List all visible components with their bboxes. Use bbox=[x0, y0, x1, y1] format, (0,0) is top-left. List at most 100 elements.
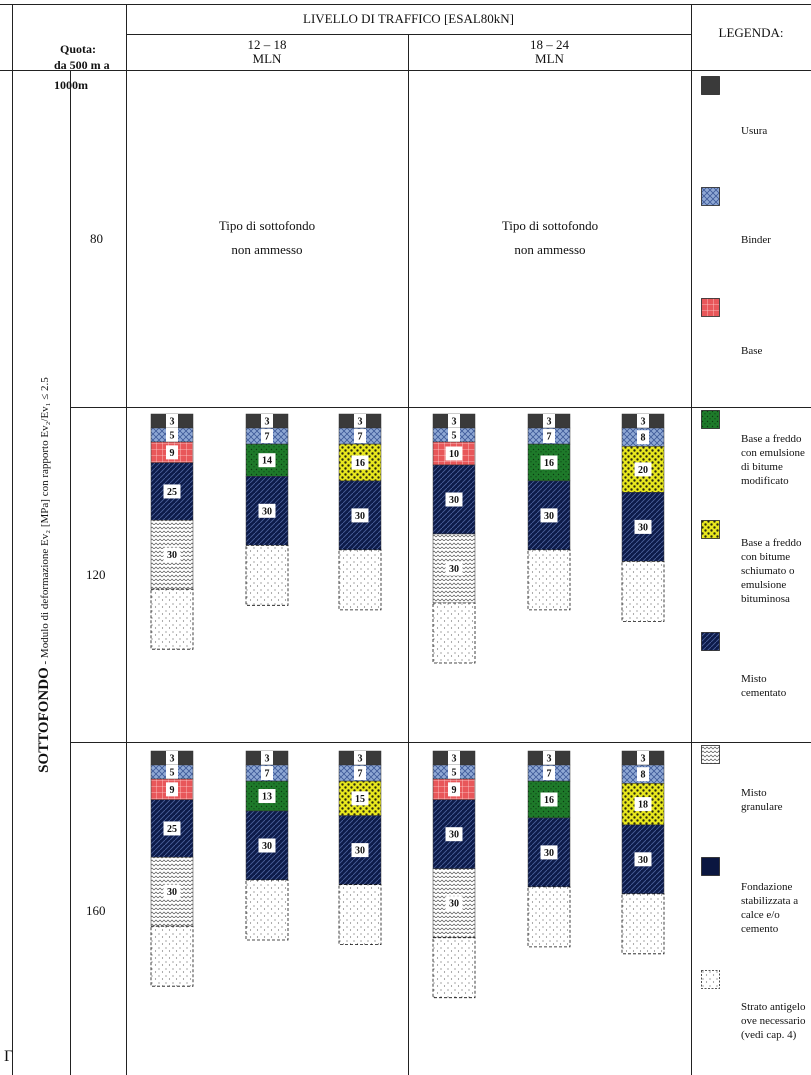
layer-base: 9 bbox=[150, 441, 194, 463]
layer-misto-cementato: 30 bbox=[621, 824, 665, 895]
layer-antigelo bbox=[338, 549, 382, 611]
layer-antigelo bbox=[150, 925, 194, 987]
traffic-range-value: 18 – 24 bbox=[530, 37, 569, 52]
layer-misto-cementato: 30 bbox=[245, 810, 289, 881]
layer-binder: 8 bbox=[621, 764, 665, 784]
layer-binder: 5 bbox=[150, 427, 194, 443]
layer-thickness-label: 3 bbox=[358, 754, 363, 765]
layer-misto-cementato: 30 bbox=[245, 476, 289, 546]
legend-swatch-fill bbox=[701, 632, 720, 651]
layer-label-background bbox=[354, 751, 366, 765]
layer-label-background bbox=[163, 484, 181, 499]
layer-label-background bbox=[634, 462, 652, 477]
layer-label-background bbox=[261, 429, 273, 444]
layer-usura: 3 bbox=[245, 750, 289, 766]
layer-label-background bbox=[634, 797, 652, 812]
table-top-border bbox=[0, 4, 811, 5]
legend-swatch-fill bbox=[701, 76, 720, 95]
traffic-column-divider bbox=[408, 34, 409, 1075]
layer-thickness-label: 30 bbox=[544, 511, 554, 522]
layer-label-background bbox=[163, 821, 181, 836]
layer-thickness-label: 3 bbox=[170, 754, 175, 765]
layer-thickness-label: 16 bbox=[544, 458, 554, 469]
layer-label-background bbox=[637, 430, 649, 445]
legend-fondazione-swatch bbox=[701, 857, 720, 876]
layer-label-background bbox=[258, 789, 276, 804]
layer-usura: 3 bbox=[527, 750, 571, 766]
layer-label-background bbox=[634, 519, 652, 534]
layer-label-background bbox=[543, 766, 555, 781]
layer-base-freddo-emulsione: 13 bbox=[245, 780, 289, 812]
layer-binder: 7 bbox=[245, 427, 289, 445]
layer-base: 9 bbox=[150, 778, 194, 800]
layer-label-background bbox=[540, 455, 558, 470]
layer-binder: 8 bbox=[621, 427, 665, 447]
layer-misto-granulare: 30 bbox=[432, 533, 476, 604]
layer-label-background bbox=[448, 428, 460, 442]
layer-usura: 3 bbox=[150, 413, 194, 429]
layer-antigelo bbox=[432, 937, 476, 999]
pavement-section-120-12-18-b: 3 7 14 30 bbox=[245, 413, 289, 606]
layer-label-background bbox=[163, 884, 181, 899]
layer-label-background bbox=[354, 429, 366, 444]
layer-label-background bbox=[166, 428, 178, 442]
traffic-range-12-18: 12 – 18 MLN bbox=[126, 38, 408, 66]
layer-thickness-label: 3 bbox=[265, 417, 270, 428]
pavement-section-120-12-18-c: 3 7 16 30 bbox=[338, 413, 382, 611]
layer-usura: 3 bbox=[621, 413, 665, 429]
left-border bbox=[12, 4, 13, 1075]
layer-label-background bbox=[445, 561, 463, 576]
pavement-section-160-18-24-b: 3 7 16 30 bbox=[527, 750, 571, 948]
layer-thickness-label: 16 bbox=[544, 795, 554, 806]
pavement-section-160-18-24-a: 3 5 9 30 30 bbox=[432, 750, 476, 999]
layer-label-background bbox=[166, 751, 178, 765]
layer-label-background bbox=[351, 843, 369, 858]
legend-antigelo-swatch bbox=[701, 970, 720, 989]
layer-thickness-label: 14 bbox=[262, 456, 272, 467]
layer-usura: 3 bbox=[338, 750, 382, 766]
layer-base-freddo-emulsione: 16 bbox=[527, 780, 571, 819]
layer-thickness-label: 7 bbox=[358, 769, 363, 780]
layer-misto-cementato: 30 bbox=[338, 815, 382, 885]
layer-thickness-label: 25 bbox=[167, 824, 177, 835]
layer-thickness-label: 30 bbox=[355, 511, 365, 522]
layer-label-background bbox=[166, 445, 178, 460]
legend-usura-label: Usura bbox=[741, 125, 768, 137]
layer-binder: 7 bbox=[245, 764, 289, 782]
legend-swatch-fill bbox=[701, 745, 720, 764]
layer-label-background bbox=[448, 751, 460, 765]
layer-thickness-label: 30 bbox=[449, 899, 459, 910]
layer-thickness-label: 30 bbox=[262, 506, 272, 517]
layer-label-background bbox=[351, 455, 369, 470]
pavement-section-120-18-24-b: 3 7 16 30 bbox=[527, 413, 571, 611]
layer-thickness-label: 30 bbox=[167, 550, 177, 561]
layer-label-background bbox=[351, 791, 369, 806]
layer-binder: 5 bbox=[432, 427, 476, 443]
layer-thickness-label: 20 bbox=[638, 465, 648, 476]
layer-thickness-label: 7 bbox=[547, 769, 552, 780]
layer-misto-granulare: 30 bbox=[150, 856, 194, 927]
layer-label-background bbox=[445, 896, 463, 911]
layer-thickness-label: 7 bbox=[547, 432, 552, 443]
legend-usura-swatch bbox=[701, 76, 720, 95]
layer-label-background bbox=[448, 782, 460, 797]
layer-thickness-label: 30 bbox=[449, 564, 459, 575]
layer-usura: 3 bbox=[621, 750, 665, 766]
layer-base: 9 bbox=[432, 778, 476, 800]
layer-label-background bbox=[448, 414, 460, 428]
not-allowed-18-24: Tipo di sottofondo non ammesso bbox=[430, 214, 670, 262]
layer-misto-cementato: 30 bbox=[338, 480, 382, 551]
layer-label-background bbox=[540, 508, 558, 523]
layer-usura: 3 bbox=[150, 750, 194, 766]
not-allowed-line-2: non ammesso bbox=[514, 242, 586, 257]
layer-label-background bbox=[540, 792, 558, 807]
modulus-120: 120 bbox=[86, 567, 106, 582]
layer-thickness-label: 18 bbox=[638, 800, 648, 811]
layer-base: 10 bbox=[432, 441, 476, 466]
layer-thickness-label: 16 bbox=[355, 458, 365, 469]
layer-antigelo bbox=[527, 886, 571, 948]
quota-column-divider bbox=[126, 4, 127, 1075]
layer-usura: 3 bbox=[527, 413, 571, 429]
layer-thickness-label: 8 bbox=[641, 770, 646, 781]
layer-label-background bbox=[258, 838, 276, 853]
